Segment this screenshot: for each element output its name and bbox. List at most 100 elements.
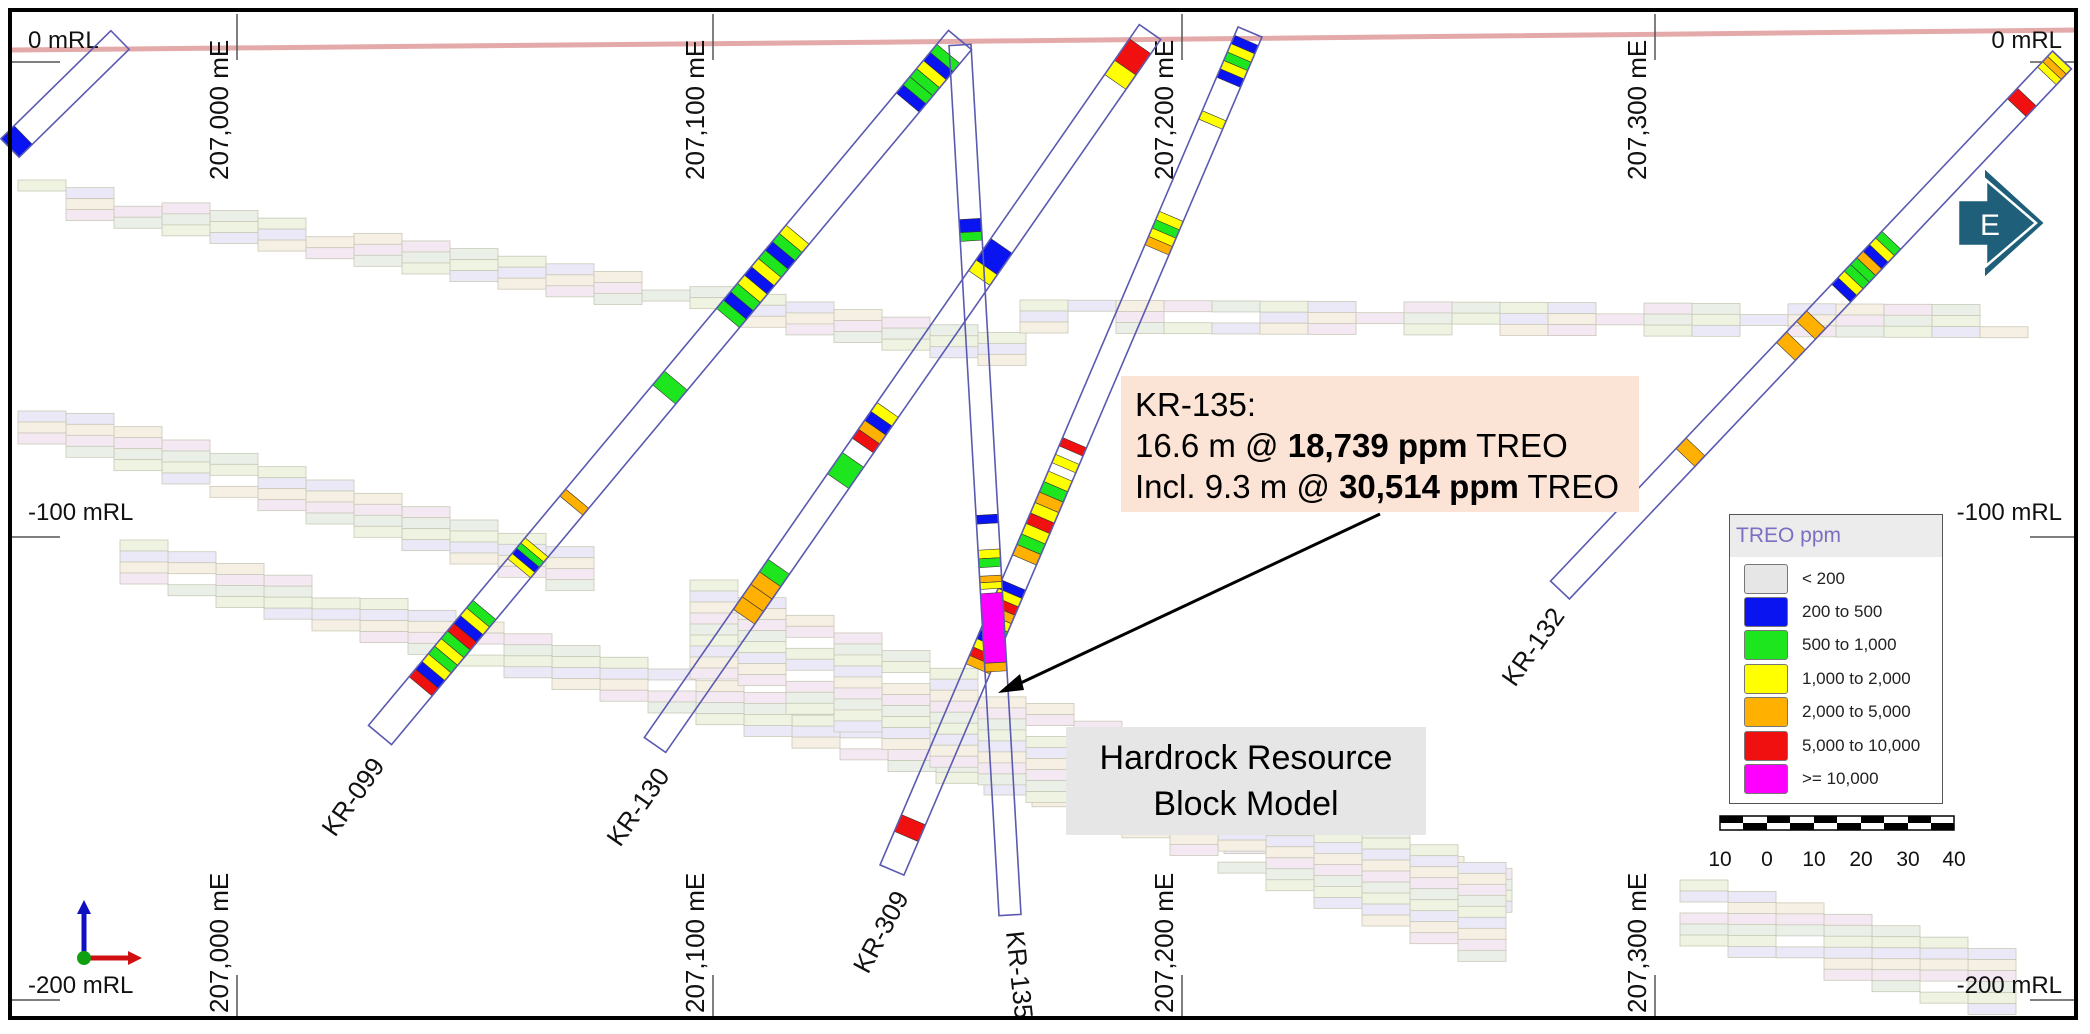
callout-arrow [998, 512, 1381, 693]
block-model-cell [1457, 938, 1507, 951]
block-model-cell [1217, 861, 1267, 874]
block-model-cell [449, 552, 499, 565]
block-model-cell [401, 528, 451, 541]
easting-label-bottom-2: 207,100 mE [680, 873, 710, 1013]
block-model-cell [1823, 924, 1873, 937]
block-model-cell [1823, 946, 1873, 959]
block-model-cell [209, 463, 259, 476]
block-model-cell [359, 609, 409, 622]
block-model-cell [545, 546, 595, 559]
block-model-cell [1727, 913, 1777, 925]
block-model-cell [881, 738, 931, 750]
block-model-cell [1403, 312, 1453, 325]
block-model-cell [1679, 890, 1729, 903]
block-model-label-line-1: Hardrock Resource [1099, 739, 1393, 777]
drill-hole-kr-132 [1549, 49, 2073, 601]
block-model-cell [503, 666, 553, 679]
block-model-cell [881, 650, 931, 662]
block-model-cell [641, 289, 691, 302]
block-model-cell [1019, 310, 1069, 323]
block-model-cell [1871, 969, 1921, 982]
block-model-cell [1871, 947, 1921, 960]
block-model-cell [593, 293, 643, 305]
block-model-cell [119, 550, 169, 563]
block-model-cell [1457, 927, 1507, 940]
block-model-cell [791, 725, 841, 738]
block-model-cell [1361, 859, 1411, 872]
block-model-cell [17, 432, 67, 445]
drill-hole-kr-099 [367, 29, 973, 746]
block-model-cell [977, 773, 1027, 786]
block-model-cell [1457, 916, 1507, 929]
block-model-cell [161, 450, 211, 463]
block-model-cell [1727, 924, 1777, 936]
block-model-cell [1919, 936, 1969, 949]
block-model-cell [17, 179, 67, 192]
block-model-cell [401, 262, 451, 275]
block-model-cell [881, 705, 931, 717]
drill-hole-trace [643, 23, 1162, 754]
block-model-cell [977, 740, 1027, 753]
block-model-cell [449, 519, 499, 532]
scale-tick-5: 30 [1896, 848, 1919, 871]
assay-interval [977, 548, 1001, 560]
block-model-cell [1499, 301, 1549, 314]
block-model-cell [737, 641, 787, 654]
block-model-cell [599, 689, 649, 702]
block-model-cell [833, 309, 883, 321]
block-model-cell [599, 678, 649, 691]
block-model-cell [1547, 324, 1597, 337]
block-model-cell [17, 410, 67, 423]
block-model-cell [929, 700, 979, 713]
block-model-cell [401, 517, 451, 530]
assay-interval [827, 451, 865, 490]
block-model-cell [161, 461, 211, 474]
block-model-cell [1361, 881, 1411, 894]
block-model-cell [1169, 833, 1219, 845]
block-model-cell [1871, 936, 1921, 949]
legend-item: 500 to 1,000 [1744, 630, 1897, 660]
block-model-cell [545, 579, 595, 592]
block-model-cell [551, 645, 601, 657]
block-model-cell [209, 452, 259, 465]
block-model-cell [257, 217, 307, 230]
assay-interval [1198, 110, 1227, 130]
block-model-cell [209, 232, 259, 244]
block-model-cell [113, 437, 163, 450]
block-model-cell [695, 713, 745, 726]
block-model-cell [353, 232, 403, 245]
block-model-cell [545, 263, 595, 276]
block-model-cell [1451, 312, 1501, 325]
block-model-cell [1265, 846, 1315, 859]
block-model-cell [737, 619, 787, 632]
block-model-cell [1691, 313, 1741, 326]
assay-interval [975, 513, 999, 525]
block-model-cell [977, 762, 1027, 775]
block-model-cell [167, 584, 217, 597]
block-model-cell [881, 338, 931, 351]
block-model-cell [209, 485, 259, 498]
block-model-cell [1835, 325, 1885, 338]
block-model-cell [1775, 902, 1825, 915]
block-model-cell [215, 585, 265, 597]
scale-tick-3: 10 [1802, 848, 1825, 871]
block-model-cell [929, 744, 979, 757]
block-model-cell [1883, 303, 1933, 316]
hole-label-kr-132: KR-132 [1495, 602, 1570, 691]
block-model-cell [737, 630, 787, 643]
block-model-cell [785, 658, 835, 671]
block-model-cell [689, 667, 739, 680]
block-model-cell [401, 240, 451, 253]
block-model-cell [353, 243, 403, 256]
block-model-cell [1265, 857, 1315, 870]
block-model-cell [929, 324, 979, 337]
assay-interval [0, 125, 33, 158]
block-model-cell [263, 574, 313, 587]
block-model-cell [545, 557, 595, 570]
block-model-cell [1457, 872, 1507, 885]
legend-swatch [1744, 597, 1788, 627]
block-model-cell [215, 574, 265, 586]
block-model-cell [785, 702, 835, 715]
block-model-label: Hardrock Resource Block Model [1066, 727, 1426, 835]
